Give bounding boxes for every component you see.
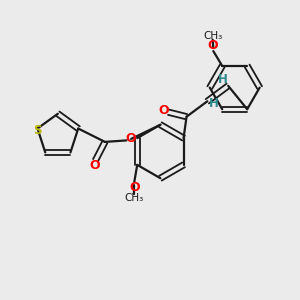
Text: CH₃: CH₃ [203, 31, 222, 40]
Text: H: H [218, 73, 228, 86]
Text: H: H [209, 97, 219, 110]
Text: O: O [207, 39, 218, 52]
Text: O: O [126, 132, 136, 146]
Text: O: O [129, 181, 140, 194]
Text: O: O [89, 159, 100, 172]
Text: CH₃: CH₃ [124, 194, 144, 203]
Text: S: S [33, 124, 42, 136]
Text: O: O [158, 104, 169, 117]
